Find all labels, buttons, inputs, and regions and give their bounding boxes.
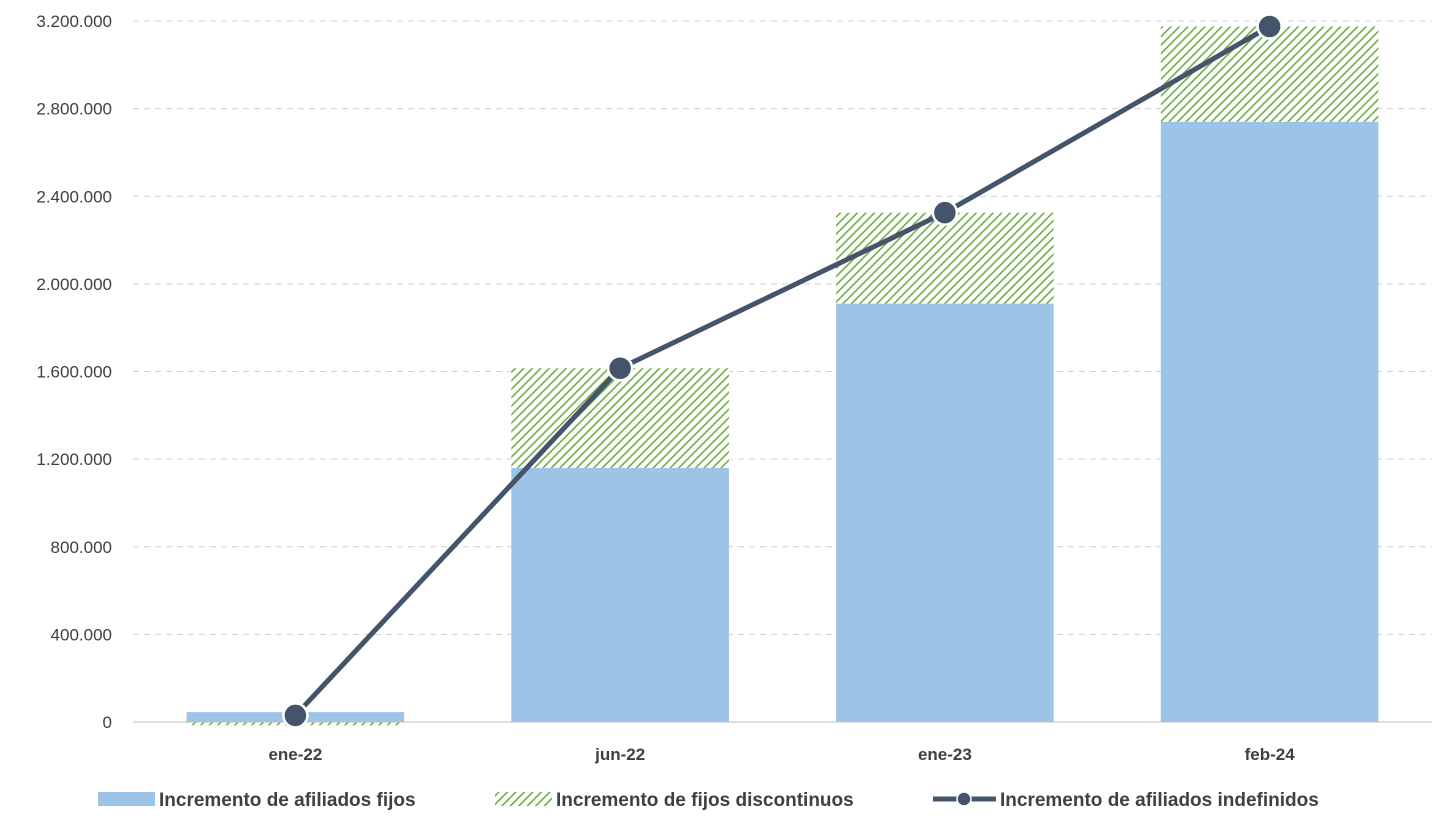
legend: Incremento de afiliados fijos Incremento … — [98, 790, 1319, 811]
legend-swatch — [98, 792, 155, 806]
y-tick-label: 3.200.000 — [36, 12, 112, 31]
y-tick-label: 1.200.000 — [36, 450, 112, 469]
line-point — [931, 199, 959, 226]
x-tick-label: ene-22 — [268, 745, 322, 764]
bar-discontinuos — [511, 368, 729, 468]
line-point — [606, 354, 634, 382]
bar-discontinuos — [836, 212, 1054, 304]
y-tick-label: 2.800.000 — [36, 100, 112, 119]
y-tick-label: 2.400.000 — [36, 187, 112, 206]
x-tick-label: feb-24 — [1245, 745, 1296, 764]
y-tick-label: 1.600.000 — [36, 363, 112, 382]
legend-label: Incremento de afiliados fijos — [159, 790, 416, 811]
y-tick-label: 800.000 — [51, 538, 112, 557]
bar-fijos — [1160, 121, 1379, 723]
y-tick-label: 2.000.000 — [36, 275, 112, 294]
x-tick-label: jun-22 — [594, 745, 645, 764]
series-line — [293, 24, 1271, 718]
x-tick-label: ene-23 — [918, 745, 972, 764]
line-point — [282, 702, 309, 729]
legend-item: Incremento de fijos discontinuos — [495, 790, 854, 811]
y-axis: 0 400.000 800.000 1.200.000 1.600.000 2.000.0… — [36, 12, 112, 732]
bars — [186, 26, 1379, 726]
bar-discontinuos — [1160, 26, 1379, 122]
legend-label: Incremento de fijos discontinuos — [556, 790, 854, 811]
bar-fijos — [511, 467, 729, 722]
line-series — [282, 13, 1283, 729]
legend-label: Incremento de afiliados indefinidos — [1000, 790, 1319, 811]
y-tick-label: 0 — [103, 713, 112, 732]
legend-item: Incremento de afiliados indefinidos — [933, 790, 1319, 811]
legend-swatch-hatch — [495, 792, 552, 806]
x-tick-labels: ene-22 jun-22 ene-23 feb-24 — [268, 745, 1295, 764]
legend-item: Incremento de afiliados fijos — [98, 790, 416, 811]
bar-fijos — [836, 303, 1054, 722]
y-tick-label: 400.000 — [51, 625, 112, 644]
legend-marker — [956, 791, 972, 807]
line-point — [1256, 13, 1283, 40]
